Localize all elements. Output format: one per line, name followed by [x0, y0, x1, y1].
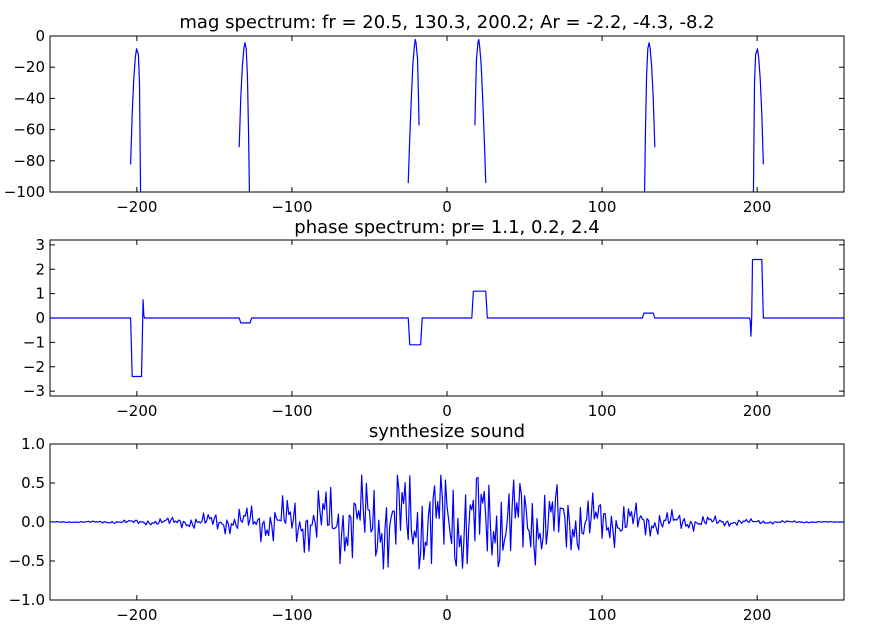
mag-spectrum-title: mag spectrum: fr = 20.5, 130.3, 200.2; A… — [179, 12, 714, 33]
mag-series-line — [752, 48, 764, 192]
sound-xtick-label: 100 — [588, 606, 617, 624]
mag-spectrum-panel: mag spectrum: fr = 20.5, 130.3, 200.2; A… — [4, 12, 845, 216]
sound-xtick-label: −200 — [116, 606, 157, 624]
phase-spectrum-plot-area: −200 −100 0 100 200 3 2 1 0 −1 −2 −3 — [23, 236, 844, 420]
mag-ytick-label: −80 — [13, 152, 45, 170]
sound-ytick-label: 0.0 — [21, 513, 45, 531]
phase-ytick-label: 1 — [35, 285, 45, 303]
mag-xtick-label: −200 — [116, 198, 157, 216]
mag-ytick-label: −40 — [13, 89, 45, 107]
sound-xtick-label: 0 — [442, 606, 452, 624]
phase-spectrum-panel: phase spectrum: pr= 1.1, 0.2, 2.4 −200 −1… — [23, 217, 845, 420]
mag-series-line — [474, 38, 487, 184]
mag-xtick-label: 200 — [743, 198, 772, 216]
mag-ytick-label: −100 — [4, 183, 45, 201]
phase-series-line — [50, 258, 844, 378]
sound-xtick-label: 200 — [743, 606, 772, 624]
phase-ytick-label: 0 — [35, 309, 45, 327]
mag-xtick-label: −100 — [271, 198, 312, 216]
mag-xtick-label: 100 — [588, 198, 617, 216]
sound-ytick-label: −0.5 — [9, 552, 45, 570]
sound-series-line — [50, 474, 844, 570]
phase-spectrum-axes-frame — [49, 239, 845, 397]
synthesize-sound-panel: synthesize sound −200 −100 0 100 200 1.0 0.5 0.… — [9, 421, 845, 624]
mag-ytick-label: 0 — [35, 27, 45, 45]
phase-xtick-label: −100 — [271, 402, 312, 420]
phase-xtick-label: −200 — [116, 402, 157, 420]
synthesize-sound-title: synthesize sound — [369, 421, 525, 442]
phase-xtick-label: 200 — [743, 402, 772, 420]
phase-xtick-label: 100 — [588, 402, 617, 420]
mag-spectrum-axes-frame — [49, 35, 845, 193]
phase-ytick-label: 3 — [35, 236, 45, 254]
sound-xtick-label: −100 — [271, 606, 312, 624]
mag-series-line — [130, 48, 142, 192]
phase-ytick-label: 2 — [35, 260, 45, 278]
mag-series-line — [643, 42, 656, 192]
mag-xtick-label: 0 — [442, 198, 452, 216]
phase-ytick-label: −3 — [23, 382, 45, 400]
sound-ytick-label: 0.5 — [21, 474, 45, 492]
mag-series-line — [238, 42, 251, 192]
mag-series-line — [407, 38, 420, 184]
phase-ytick-label: −2 — [23, 358, 45, 376]
synthesize-sound-axes-frame — [49, 443, 845, 601]
phase-xtick-label: 0 — [442, 402, 452, 420]
mag-spectrum-plot-area: −200 −100 0 100 200 0 −20 −40 −60 −80 −100 — [4, 27, 844, 216]
phase-ytick-label: −1 — [23, 333, 45, 351]
mag-ytick-label: −20 — [13, 58, 45, 76]
sound-ytick-label: −1.0 — [9, 591, 45, 609]
mag-ytick-label: −60 — [13, 121, 45, 139]
sound-ytick-label: 1.0 — [21, 435, 45, 453]
phase-spectrum-title: phase spectrum: pr= 1.1, 0.2, 2.4 — [294, 217, 599, 238]
